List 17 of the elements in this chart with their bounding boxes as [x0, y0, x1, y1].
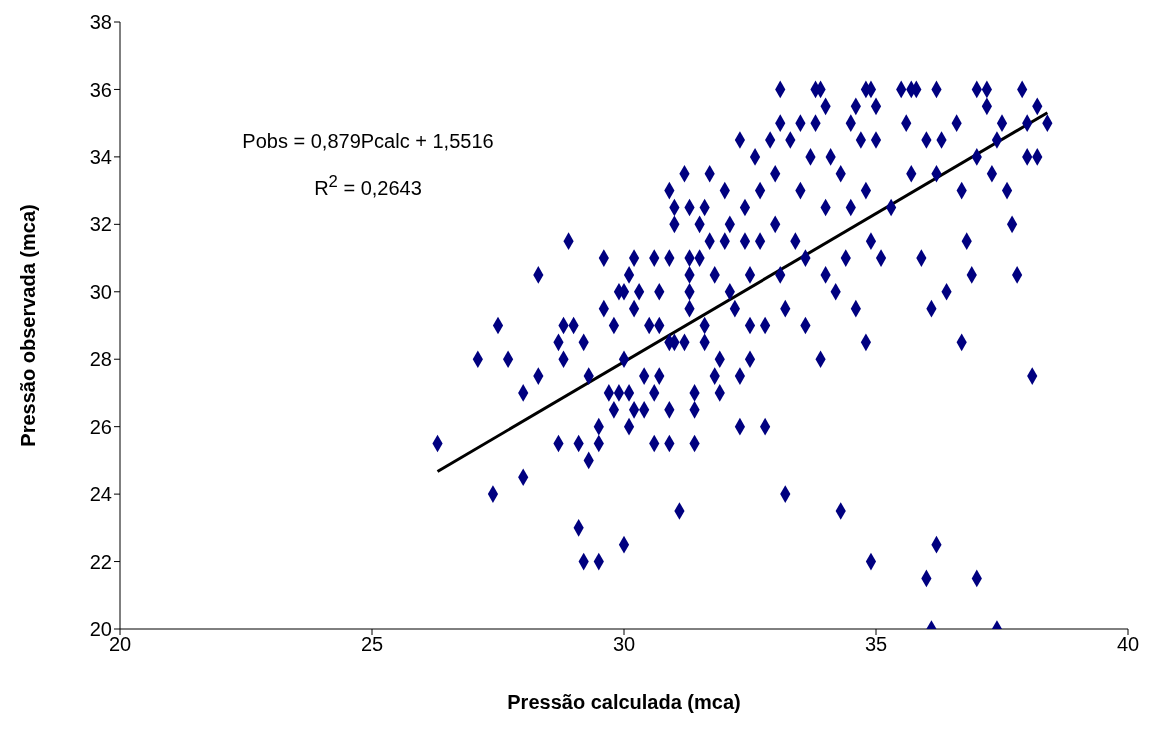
- y-tick-label: 22: [89, 550, 112, 573]
- y-tick-label: 30: [89, 280, 112, 303]
- y-axis-title: Pressão observada (mca): [17, 204, 40, 447]
- x-tick-label: 25: [360, 633, 384, 656]
- y-tick-label: 28: [89, 348, 112, 371]
- x-tick-label: 40: [1116, 633, 1140, 656]
- y-tick-label: 26: [89, 415, 112, 438]
- x-tick-label: 30: [612, 633, 636, 656]
- annotation: R$^{2}$ = 0,2643: [313, 172, 423, 200]
- y-tick-label: 34: [89, 145, 112, 168]
- x-tick-label: 35: [864, 633, 888, 656]
- y-tick-label: 32: [89, 213, 112, 236]
- y-tick-label: 36: [89, 78, 112, 101]
- annotation: Pobs = 0,879Pcalc + 1,5516: [241, 130, 495, 153]
- y-tick-label: 24: [89, 483, 112, 506]
- y-tick-label: 38: [89, 11, 112, 34]
- x-axis-title: Pressão calculada (mca): [507, 691, 741, 713]
